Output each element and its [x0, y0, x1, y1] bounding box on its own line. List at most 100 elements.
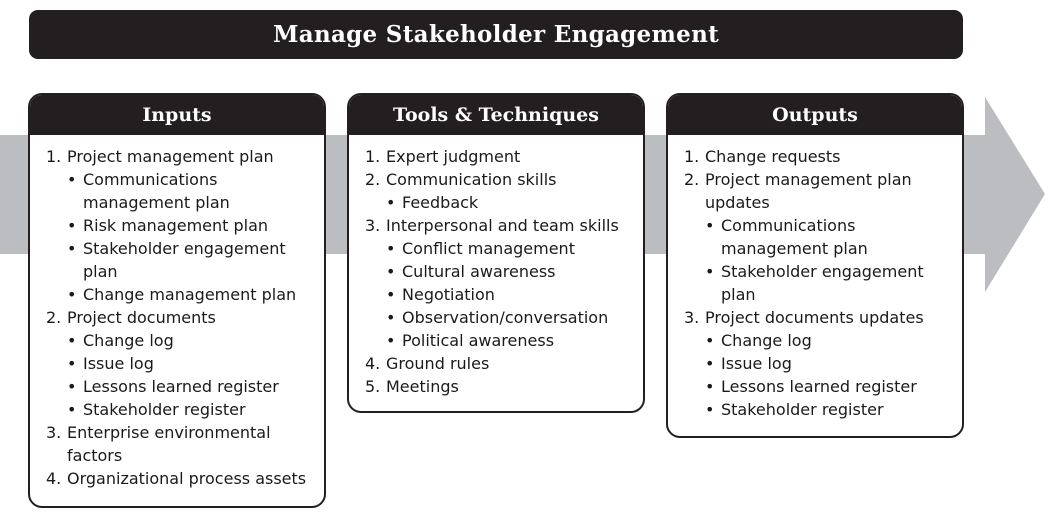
sub-item: • Negotiation: [386, 283, 631, 306]
sub-item: • Change management plan: [67, 283, 312, 306]
bullet-icon: •: [705, 354, 715, 373]
item-text: Project documents: [67, 308, 216, 327]
sub-item: • Change log: [705, 329, 950, 352]
sub-item: • Communications management plan: [67, 168, 312, 214]
sub-item-text: Negotiation: [402, 285, 495, 304]
item-number: 4.: [365, 354, 381, 373]
bullet-icon: •: [67, 377, 77, 396]
tools-techniques-list: 1. Expert judgment 2. Communication skills •…: [349, 135, 643, 404]
bullet-icon: •: [386, 239, 396, 258]
bullet-icon: •: [67, 400, 77, 419]
item-number: 3.: [365, 216, 381, 235]
item-number: 2.: [684, 170, 700, 189]
item-number: 1.: [684, 147, 700, 166]
bullet-icon: •: [67, 354, 77, 373]
bullet-icon: •: [386, 308, 396, 327]
bullet-icon: •: [67, 285, 77, 304]
inputs-list: 1. Project management plan • Communications…: [30, 135, 324, 496]
sub-item: • Stakeholder register: [67, 398, 312, 421]
sub-item: • Political awareness: [386, 329, 631, 352]
item-text: Ground rules: [386, 354, 490, 373]
bullet-icon: •: [705, 400, 715, 419]
item-text: Project documents updates: [705, 308, 924, 327]
bullet-icon: •: [705, 262, 715, 281]
list-item: 2. Project documents: [46, 306, 312, 329]
sub-item-text: Issue log: [721, 354, 792, 373]
list-item: 4. Ground rules: [365, 352, 631, 375]
bullet-icon: •: [386, 262, 396, 281]
outputs-heading: Outputs: [668, 95, 962, 135]
item-number: 4.: [46, 469, 62, 488]
sub-item: • Lessons learned register: [705, 375, 950, 398]
item-text: Interpersonal and team skills: [386, 216, 619, 235]
sub-item-text: Change log: [83, 331, 174, 350]
outputs-column: Outputs 1. Change requests 2. Project manag…: [666, 93, 964, 438]
bullet-icon: •: [386, 331, 396, 350]
sub-item: • Lessons learned register: [67, 375, 312, 398]
item-text: Communication skills: [386, 170, 557, 189]
sub-item-text: Communications management plan: [83, 170, 230, 212]
sub-item-text: Cultural awareness: [402, 262, 556, 281]
item-number: 5.: [365, 377, 381, 396]
page-title: Manage Stakeholder Engagement: [29, 10, 963, 59]
item-number: 1.: [365, 147, 381, 166]
list-item: 5. Meetings: [365, 375, 631, 398]
list-item: 1. Project management plan: [46, 145, 312, 168]
sub-item: • Feedback: [386, 191, 631, 214]
sub-item-text: Risk management plan: [83, 216, 269, 235]
bullet-icon: •: [705, 377, 715, 396]
sub-item-text: Lessons learned register: [721, 377, 917, 396]
bullet-icon: •: [67, 170, 77, 189]
item-number: 3.: [46, 423, 62, 442]
item-text: Meetings: [386, 377, 459, 396]
sub-item-text: Stakeholder engagement plan: [83, 239, 286, 281]
list-item: 2. Project management plan updates: [684, 168, 950, 214]
inputs-heading: Inputs: [30, 95, 324, 135]
sub-item: • Cultural awareness: [386, 260, 631, 283]
sub-item-text: Political awareness: [402, 331, 555, 350]
bullet-icon: •: [67, 239, 77, 258]
sub-item-text: Change log: [721, 331, 812, 350]
sub-item-text: Stakeholder engagement plan: [721, 262, 924, 304]
outputs-list: 1. Change requests 2. Project management pl…: [668, 135, 962, 427]
sub-item-text: Lessons learned register: [83, 377, 279, 396]
tools-techniques-column: Tools & Techniques 1. Expert judgment 2. Co…: [347, 93, 645, 413]
sub-item: • Change log: [67, 329, 312, 352]
item-number: 2.: [46, 308, 62, 327]
sub-item-text: Communications management plan: [721, 216, 868, 258]
sub-item-text: Stakeholder register: [83, 400, 246, 419]
list-item: 1. Expert judgment: [365, 145, 631, 168]
item-text: Organizational process assets: [67, 469, 307, 488]
tools-techniques-heading: Tools & Techniques: [349, 95, 643, 135]
bullet-icon: •: [705, 216, 715, 235]
bullet-icon: •: [386, 285, 396, 304]
inputs-column: Inputs 1. Project management plan • Communi…: [28, 93, 326, 508]
item-text: Change requests: [705, 147, 841, 166]
item-text: Project management plan: [67, 147, 274, 166]
sub-item: • Conflict management: [386, 237, 631, 260]
list-item: 3. Enterprise environmental factors: [46, 421, 312, 467]
bullet-icon: •: [386, 193, 396, 212]
item-text: Enterprise environmental factors: [67, 423, 271, 465]
list-item: 1. Change requests: [684, 145, 950, 168]
sub-item-text: Change management plan: [83, 285, 297, 304]
item-number: 2.: [365, 170, 381, 189]
list-item: 4. Organizational process assets: [46, 467, 312, 490]
item-number: 1.: [46, 147, 62, 166]
sub-item-text: Feedback: [402, 193, 479, 212]
list-item: 3. Interpersonal and team skills: [365, 214, 631, 237]
sub-item: • Communications management plan: [705, 214, 950, 260]
sub-item: • Issue log: [67, 352, 312, 375]
sub-item: • Observation/conversation: [386, 306, 631, 329]
sub-item: • Risk management plan: [67, 214, 312, 237]
item-text: Expert judgment: [386, 147, 521, 166]
sub-item-text: Conflict management: [402, 239, 575, 258]
sub-item: • Stakeholder register: [705, 398, 950, 421]
sub-item: • Issue log: [705, 352, 950, 375]
bullet-icon: •: [67, 331, 77, 350]
sub-item-text: Stakeholder register: [721, 400, 884, 419]
list-item: 3. Project documents updates: [684, 306, 950, 329]
bullet-icon: •: [67, 216, 77, 235]
sub-item-text: Issue log: [83, 354, 154, 373]
sub-item: • Stakeholder engagement plan: [705, 260, 950, 306]
